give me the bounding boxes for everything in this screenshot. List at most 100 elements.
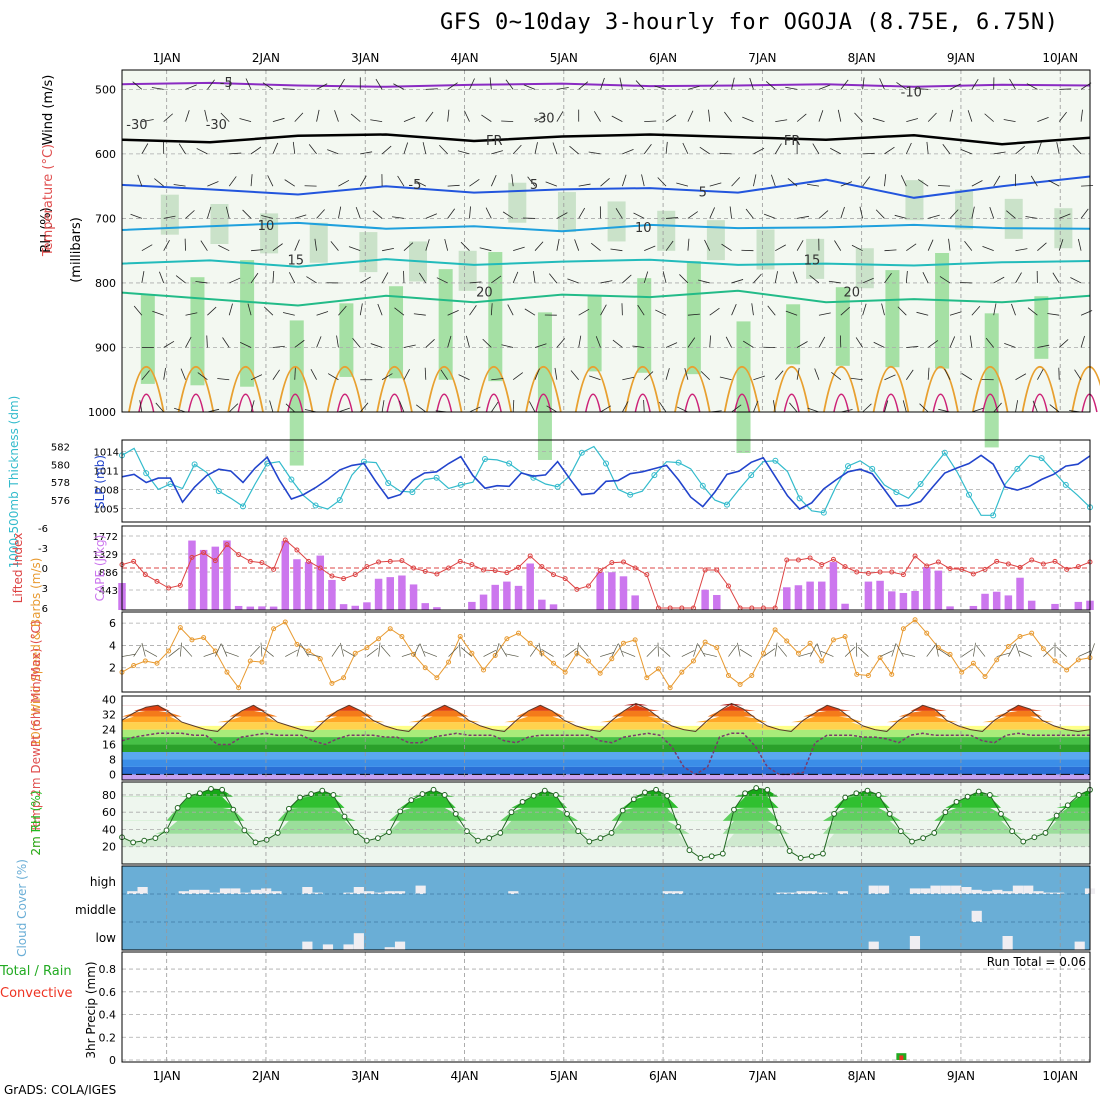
li-marker: [900, 572, 906, 578]
li-marker: [982, 566, 988, 572]
thickness-marker: [1014, 465, 1021, 472]
wind10-barb: [816, 643, 823, 657]
li-marker: [632, 565, 638, 571]
wind10-barb: [901, 652, 916, 657]
wind-barb: [458, 374, 470, 381]
warm-isotherm: [922, 365, 959, 413]
cloud-bar: [353, 933, 364, 950]
wind10-barb: [1015, 643, 1021, 657]
wind-barb: [665, 240, 674, 251]
li-marker: [714, 567, 720, 573]
wind-barb: [1003, 119, 1016, 123]
wind-barb: [482, 338, 492, 348]
cape-bar: [549, 604, 558, 610]
li-marker: [469, 562, 475, 568]
wind-barb: [220, 112, 230, 122]
cloud-bar: [878, 885, 890, 894]
rh2m-marker: [664, 792, 671, 799]
wind-barb: [163, 215, 176, 219]
wind-barb: [588, 151, 601, 155]
warm-isotherm: [823, 365, 860, 413]
wind-barb: [316, 83, 328, 90]
cloud-bar: [817, 892, 828, 894]
rh-tick-label: 20: [102, 841, 116, 854]
wind-barb: [141, 244, 153, 252]
wind10-barb: [529, 644, 539, 657]
wind-barb: [338, 78, 345, 90]
rh2m-marker: [775, 824, 782, 831]
wind-barb: [917, 179, 929, 187]
wind-barb: [548, 273, 558, 284]
wind-barb: [425, 213, 438, 219]
wind-barb: [840, 206, 845, 219]
thickness-marker: [699, 482, 706, 489]
wind-barb: [612, 339, 623, 348]
cloud-bar: [250, 889, 261, 894]
wind10-barb: [926, 645, 936, 657]
x-tick-label-top: 6JAN: [649, 51, 677, 65]
hot-isotherm: [932, 393, 949, 413]
rh2m-marker: [263, 836, 270, 843]
wind-barb: [884, 249, 897, 252]
wind-barb: [700, 371, 711, 381]
wind10-barb: [844, 646, 856, 657]
wind-barb: [796, 240, 804, 251]
wind-barb: [1004, 342, 1016, 348]
wind-barb: [719, 376, 732, 381]
temp-tick-label: 8: [109, 753, 116, 766]
wind-barb: [1015, 373, 1027, 381]
wind-barb: [655, 309, 667, 316]
warm-isotherm: [227, 365, 264, 413]
wind10-marker: [131, 662, 137, 668]
wind-barb: [699, 146, 710, 155]
wind-barb: [534, 142, 538, 154]
rh2m-marker: [786, 848, 793, 854]
wind-barb: [556, 87, 569, 90]
wind-barb: [862, 152, 875, 155]
cape-tick-label: 443: [99, 586, 118, 597]
wind-barb: [927, 239, 934, 251]
wind-barb: [415, 404, 427, 413]
rh2m-marker: [1009, 828, 1016, 835]
wind-barb: [444, 238, 449, 251]
wind-barb: [745, 208, 754, 219]
li-marker: [924, 563, 930, 569]
wind-barb: [1009, 78, 1016, 90]
cape-bar: [876, 580, 884, 610]
rh2m-marker: [419, 791, 426, 797]
rh2m-marker: [1075, 792, 1082, 798]
wind-barb: [513, 246, 525, 252]
rh-shade-light: [359, 232, 378, 273]
contour-label: -30: [206, 118, 227, 133]
wind10-marker: [982, 674, 988, 680]
cloud-bar: [1033, 891, 1044, 894]
wind-barb: [731, 279, 744, 284]
thickness-marker: [675, 459, 682, 466]
li-marker: [352, 572, 358, 578]
wind-barb: [600, 304, 607, 316]
x-tick-label-top: 3JAN: [351, 51, 379, 65]
wind-barb: [512, 271, 519, 284]
wind-barb: [862, 176, 871, 187]
cape-bar: [351, 605, 359, 610]
wind10-barb: [1018, 650, 1032, 657]
wind10-marker: [376, 636, 382, 642]
wind-barb: [413, 313, 426, 316]
wind-barb: [774, 271, 778, 284]
wind10-marker: [1040, 646, 1046, 652]
wind-barb: [425, 88, 438, 90]
wind-barb: [1015, 272, 1022, 284]
cape-bar: [608, 572, 616, 610]
temp2m-line: [121, 702, 1091, 733]
wind-barb: [1048, 180, 1060, 187]
x-tick-label-top: 10JAN: [1042, 51, 1078, 65]
wind-barb: [1015, 248, 1028, 252]
footer-credit: GrADS: COLA/IGES: [4, 1083, 117, 1097]
wind-barb: [775, 119, 788, 123]
wind10-marker: [189, 637, 195, 643]
wind10-marker: [819, 658, 825, 664]
precip-tick-label: 0.4: [99, 1009, 117, 1022]
thickness-marker: [433, 474, 440, 481]
dewpoint-line: [121, 732, 1090, 776]
wind-barb: [687, 211, 698, 219]
